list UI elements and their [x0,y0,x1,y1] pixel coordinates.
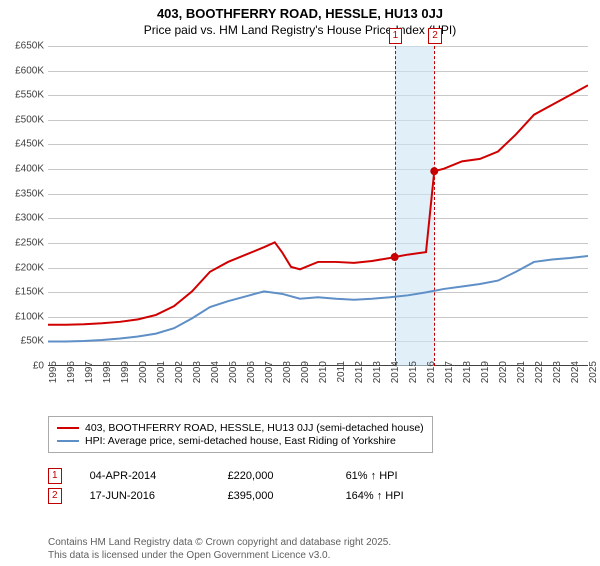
sale-row-date: 17-JUN-2016 [90,490,200,502]
x-tick-label: 2006 [246,361,257,391]
x-tick-label: 1998 [102,361,113,391]
footnote: Contains HM Land Registry data © Crown c… [48,537,391,562]
series-line [48,85,588,324]
chart-area: £0 £50K £100K £150K £200K £250K £300K £350K £400… [0,46,600,396]
legend-label: HPI: Average price, semi-detached house,… [85,435,396,447]
x-tick-label: 1997 [84,361,95,391]
sale-row-marker: 2 [48,488,62,504]
y-tick-label: £300K [0,213,44,224]
sale-row-date: 04-APR-2014 [90,470,200,482]
x-tick-label: 2019 [480,361,491,391]
sale-row: 2 17-JUN-2016 £395,000 164% ↑ HPI [48,488,404,504]
x-tick-label: 2011 [336,361,347,391]
x-tick-label: 1996 [66,361,77,391]
x-tick-label: 2022 [534,361,545,391]
x-tick-label: 2003 [192,361,203,391]
x-tick-label: 1995 [48,361,59,391]
x-tick-label: 2002 [174,361,185,391]
x-tick-label: 1999 [120,361,131,391]
y-tick-label: £250K [0,237,44,248]
plot-area: 12 1995199619971998199920002001200220032… [48,46,588,366]
x-tick-label: 2010 [318,361,329,391]
y-tick-label: £150K [0,287,44,298]
x-tick-label: 2020 [498,361,509,391]
y-tick-label: £50K [0,336,44,347]
x-tick-label: 2012 [354,361,365,391]
x-tick-label: 2014 [390,361,401,391]
x-tick-label: 2016 [426,361,437,391]
y-tick-label: £550K [0,90,44,101]
y-tick-label: £500K [0,114,44,125]
sale-marker-label: 2 [428,28,442,44]
x-tick-label: 2024 [570,361,581,391]
y-tick-label: £450K [0,139,44,150]
x-tick-label: 2007 [264,361,275,391]
x-tick-label: 2015 [408,361,419,391]
x-tick-label: 2004 [210,361,221,391]
footnote-line: Contains HM Land Registry data © Crown c… [48,537,391,550]
y-tick-label: £100K [0,311,44,322]
y-tick-label: £350K [0,188,44,199]
sale-row-price: £220,000 [228,470,318,482]
y-tick-label: £650K [0,41,44,52]
sale-rows: 1 04-APR-2014 £220,000 61% ↑ HPI 2 17-JUN-201… [48,464,404,508]
legend-item: HPI: Average price, semi-detached house,… [57,435,424,447]
x-tick-label: 2017 [444,361,455,391]
sale-marker-label: 1 [389,28,403,44]
x-tick-label: 2005 [228,361,239,391]
legend-swatch [57,440,79,442]
legend: 403, BOOTHFERRY ROAD, HESSLE, HU13 0JJ (… [48,416,433,453]
x-tick-label: 2023 [552,361,563,391]
y-tick-label: £0 [0,361,44,372]
x-tick-label: 2009 [300,361,311,391]
legend-item: 403, BOOTHFERRY ROAD, HESSLE, HU13 0JJ (… [57,422,424,434]
legend-swatch [57,427,79,429]
sale-row-pct: 164% ↑ HPI [346,490,404,502]
sale-row-price: £395,000 [228,490,318,502]
footnote-line: This data is licensed under the Open Gov… [48,550,391,563]
chart-title: 403, BOOTHFERRY ROAD, HESSLE, HU13 0JJ [0,6,600,21]
x-tick-label: 2008 [282,361,293,391]
sale-row: 1 04-APR-2014 £220,000 61% ↑ HPI [48,468,404,484]
legend-label: 403, BOOTHFERRY ROAD, HESSLE, HU13 0JJ (… [85,422,424,434]
series-line [48,256,588,341]
x-tick-label: 2001 [156,361,167,391]
sale-row-pct: 61% ↑ HPI [346,470,398,482]
x-tick-label: 2000 [138,361,149,391]
sale-row-marker: 1 [48,468,62,484]
x-tick-label: 2021 [516,361,527,391]
y-tick-label: £200K [0,262,44,273]
x-tick-label: 2013 [372,361,383,391]
y-tick-label: £600K [0,65,44,76]
y-tick-label: £400K [0,164,44,175]
x-tick-label: 2025 [588,361,599,391]
chart-subtitle: Price paid vs. HM Land Registry's House … [0,23,600,37]
x-tick-label: 2018 [462,361,473,391]
